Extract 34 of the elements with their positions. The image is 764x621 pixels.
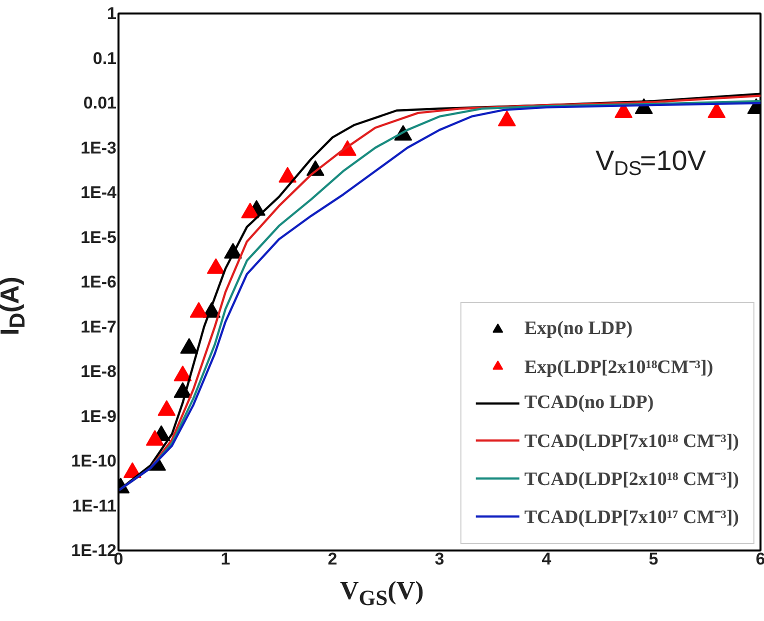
y-tick-label: 1E-5: [80, 228, 117, 247]
y-tick-label: 1E-4: [80, 183, 118, 202]
x-tick-label: 0: [114, 550, 124, 568]
y-tick-label: 1E-6: [80, 272, 117, 292]
y-tick-label: 1E-10: [71, 452, 117, 470]
x-tick-label: 3: [434, 550, 444, 568]
point: [180, 338, 198, 354]
legend-label: TCAD(no LDP): [524, 392, 654, 414]
point: [206, 258, 225, 274]
x-axis-title: V$_{GS}$(V): [340, 575, 424, 612]
y-tick-label: 1E-7: [80, 317, 117, 336]
point: [146, 430, 164, 446]
x-tick-label: 5: [648, 550, 658, 568]
x-tick-label: 2: [328, 550, 338, 568]
point: [174, 366, 192, 382]
y-tick-label: 1E-3: [80, 138, 117, 158]
legend-label: TCAD(LDP[7x10¹⁸ CM⁻³]): [524, 430, 739, 453]
y-tick-label: 0.1: [92, 48, 117, 68]
x-tick-label: 4: [542, 550, 552, 568]
point: [498, 110, 516, 126]
y-tick-label: 0.01: [83, 94, 117, 112]
point: [190, 302, 208, 318]
point: [278, 166, 297, 183]
point: [158, 400, 176, 416]
y-tick-label: 1: [107, 4, 117, 23]
legend-label: TCAD(LDP[2x10¹⁸ CM⁻³]): [524, 468, 739, 491]
point: [241, 202, 260, 218]
legend-label: Exp(LDP[2x10¹⁸CM⁻³]): [524, 356, 714, 379]
legend-label: TCAD(LDP[7x10¹⁷ CM⁻³]): [524, 506, 739, 529]
y-tick-label: 1E-8: [80, 362, 117, 381]
y-tick-label: 1E-11: [72, 496, 117, 516]
y-tick-label: 1E-9: [80, 406, 117, 426]
legend-label: Exp(no LDP): [524, 318, 633, 340]
x-tick-label: 1: [220, 550, 230, 568]
